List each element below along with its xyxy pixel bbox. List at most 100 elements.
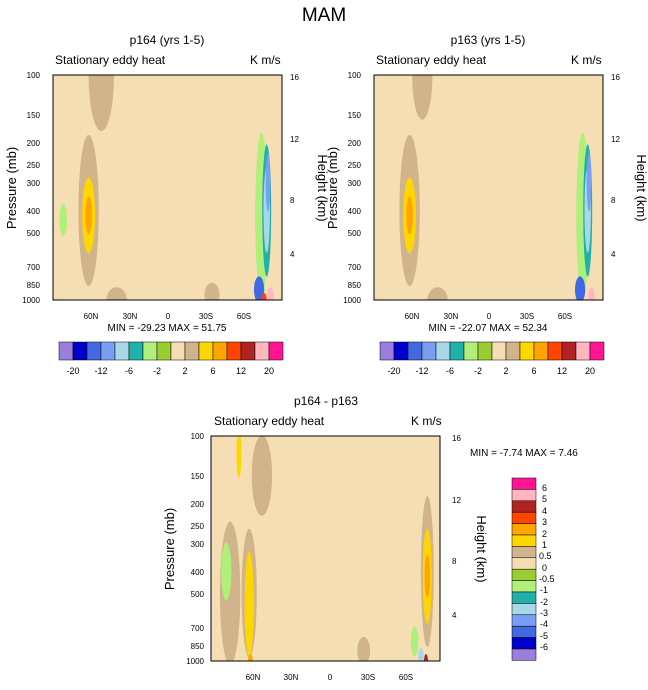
y-tick-label: 1000 <box>186 657 204 666</box>
colorbar-swatch <box>511 489 537 502</box>
colorbar-swatch <box>100 341 116 361</box>
x-tick-label: 60S <box>237 312 251 321</box>
colorbar <box>58 341 284 361</box>
contour-region <box>251 436 273 516</box>
x-tick-labels: 60N 30N 0 30S 60S <box>246 673 413 682</box>
panel-p164: p164 (yrs 1-5) Stationary eddy heat K m/… <box>4 33 330 376</box>
stats-text: MIN = -7.74 MAX = 7.46 <box>470 448 578 459</box>
panel-title: p163 (yrs 1-5) <box>451 33 526 47</box>
y-tick-label: 500 <box>191 590 205 599</box>
contour-region <box>424 554 431 598</box>
colorbar-swatch <box>547 341 563 361</box>
colorbar-swatch <box>511 614 537 627</box>
colorbar-swatch <box>505 341 521 361</box>
colorbar-swatch <box>575 341 591 361</box>
colorbar-swatch <box>226 341 242 361</box>
colorbar-labels: -20 -12 -6 -2 2 6 12 20 <box>66 366 274 376</box>
y-tick-label: 700 <box>27 263 41 272</box>
contour-region <box>513 140 535 271</box>
colorbar-swatch <box>463 341 479 361</box>
y-tick-label: 150 <box>191 472 205 481</box>
panel-title: p164 - p163 <box>294 394 358 408</box>
stats-text: MIN = -22.07 MAX = 52.34 <box>429 323 548 334</box>
contour-fill <box>399 75 595 300</box>
colorbar-label: -20 <box>66 366 79 376</box>
colorbar-swatch <box>170 341 186 361</box>
stats-text: MIN = -29.23 MAX = 51.75 <box>108 323 227 334</box>
colorbar-label: -2 <box>474 366 482 376</box>
y-tick-label: 300 <box>27 179 41 188</box>
contour-region <box>106 287 127 300</box>
colorbar-label: 2 <box>182 366 187 376</box>
colorbar-swatch <box>511 603 537 616</box>
colorbar-swatch <box>511 568 537 581</box>
colorbar-swatch <box>114 341 130 361</box>
colorbar-label: 2 <box>542 529 547 539</box>
y-tick-labels: 100 150 200 250 300 400 500 700 850 1000 <box>186 432 204 666</box>
contour-region <box>244 551 254 658</box>
x-tick-label: 0 <box>328 673 333 682</box>
colorbar-swatch <box>449 341 465 361</box>
y-tick-label: 200 <box>27 139 41 148</box>
colorbar-swatch <box>561 341 577 361</box>
contour-region <box>88 75 114 131</box>
colorbar-label: -4 <box>540 619 548 629</box>
y-tick-label: 250 <box>348 161 362 170</box>
panel-subtitle: Stationary eddy heat <box>55 53 166 67</box>
y-tick-label: 700 <box>191 624 205 633</box>
height-tick-label: 4 <box>452 611 457 620</box>
y-tick-label: 1000 <box>22 296 40 305</box>
height-tick-label: 4 <box>290 250 295 259</box>
contour-region <box>223 106 239 206</box>
colorbar-swatch <box>421 341 437 361</box>
panel-p163: p163 (yrs 1-5) Stationary eddy heat K m/… <box>325 33 648 376</box>
contour-region <box>440 77 486 208</box>
colorbar-swatch <box>72 341 88 361</box>
colorbar-swatch <box>511 580 537 593</box>
colorbar-swatch <box>511 546 537 559</box>
x-tick-label: 60S <box>558 312 572 321</box>
contour-region <box>145 222 177 293</box>
colorbar-swatch <box>58 341 74 361</box>
colorbar-swatch <box>533 341 549 361</box>
colorbar-swatch <box>184 341 200 361</box>
colorbar-swatch <box>511 500 537 513</box>
contour-region <box>261 293 267 300</box>
plot-frame <box>52 74 283 301</box>
panel-difference: p164 - p163 Stationary eddy heat K m/s 1… <box>162 394 578 682</box>
y-tick-label: 250 <box>191 522 205 531</box>
x-tick-label: 60N <box>246 673 261 682</box>
colorbar-label: -2 <box>153 366 161 376</box>
contour-region <box>418 647 424 661</box>
height-tick-label: 16 <box>611 73 620 82</box>
colorbar <box>511 477 537 661</box>
x-tick-label: 30N <box>444 312 459 321</box>
y-tick-label: 1000 <box>343 296 361 305</box>
colorbar-swatch <box>511 637 537 650</box>
y-tick-label: 500 <box>348 229 362 238</box>
contour-region <box>427 287 448 300</box>
contour-region <box>466 222 498 293</box>
y-tick-labels: 100 150 200 250 300 400 500 700 850 1000 <box>343 71 361 305</box>
plot-frame <box>210 435 441 662</box>
contour-region <box>59 203 67 237</box>
colorbar-label: 2 <box>503 366 508 376</box>
colorbar-label: 0 <box>542 563 547 573</box>
colorbar-swatch <box>379 341 395 361</box>
height-tick-label: 4 <box>611 250 616 259</box>
y-axis-label-right: Height (km) <box>474 515 489 582</box>
colorbar-label: 20 <box>264 366 274 376</box>
colorbar-swatch <box>156 341 172 361</box>
colorbar-swatch <box>511 648 537 661</box>
colorbar-label: -12 <box>415 366 428 376</box>
contour-region <box>254 276 265 300</box>
y-tick-label: 400 <box>348 207 362 216</box>
y-axis-label-right: Height (km) <box>315 154 330 221</box>
contour-fill <box>59 75 274 300</box>
colorbar-label: 1 <box>542 540 547 550</box>
height-tick-label: 12 <box>290 135 299 144</box>
y-tick-label: 100 <box>27 71 41 80</box>
contour-region <box>85 196 92 235</box>
colorbar-swatch <box>511 557 537 570</box>
